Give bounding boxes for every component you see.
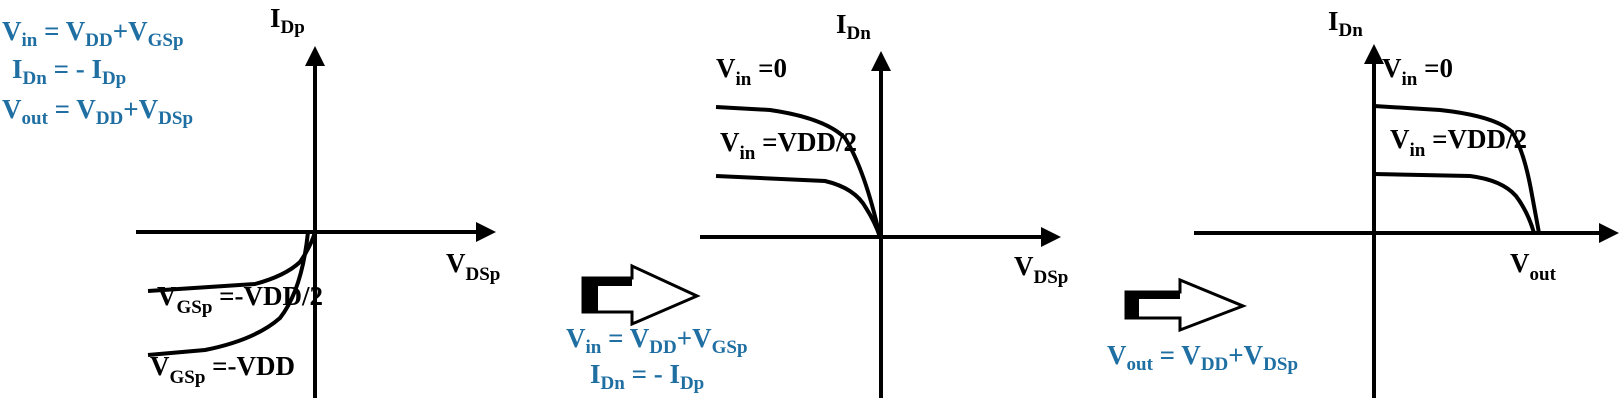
x-axis-label: Vout (1510, 248, 1557, 285)
transition-arrow-1: Vin = VDD+VGSp IDn = - IDp (566, 263, 748, 394)
eq-vout: Vout = VDD+VDSp (2, 94, 193, 129)
curve-label-vin-half: Vin =VDD/2 (720, 127, 857, 164)
curve-vgs-full (147, 231, 310, 357)
curve-vin-zero (1373, 104, 1541, 234)
curve-label-vgs-full: VGSp =-VDD (150, 351, 295, 388)
eq-idn: IDn = - IDp (12, 54, 126, 89)
hollow-arrow-icon (1124, 277, 1248, 333)
arrow-tail-edge (1127, 293, 1180, 299)
eq-idn-transition: IDn = - IDp (590, 359, 704, 394)
panel-pmos-characteristics: Vin = VDD+VGSp IDn = - IDp Vout = VDD+VD… (2, 3, 500, 398)
curve-label-vin-zero: Vin =0 (716, 53, 787, 90)
arrow-tail-block (584, 279, 598, 311)
curve-label-vin-half: Vin =VDD/2 (1390, 124, 1527, 161)
arrow-tail-edge (584, 279, 632, 286)
panel-mirrored-characteristics: IDn VDSp Vin =0 Vin =VDD/2 (700, 9, 1068, 398)
y-axis-label: IDn (836, 9, 871, 44)
curve-vgs-half (147, 231, 317, 293)
y-axis-label: IDp (270, 3, 305, 38)
eq-vout-transition: Vout = VDD+VDSp (1107, 340, 1298, 375)
curve-vin-half (715, 174, 882, 238)
curve-vin-half (1373, 172, 1536, 234)
eq-vin-transition: Vin = VDD+VGSp (566, 323, 748, 358)
x-axis-label: VDSp (1014, 251, 1068, 288)
curve-vin-zero (715, 105, 882, 238)
eq-vin: Vin = VDD+VGSp (2, 16, 184, 51)
hollow-arrow-icon (581, 263, 701, 327)
panel-shifted-characteristics: IDn Vout Vin =0 Vin =VDD/2 (1194, 6, 1619, 398)
transition-arrow-2: Vout = VDD+VDSp (1107, 277, 1298, 375)
curve-label-vgs-half: VGSp =-VDD/2 (157, 281, 323, 318)
curve-label-vin-zero: Vin =0 (1382, 53, 1453, 90)
x-axis-label: VDSp (446, 248, 500, 285)
y-axis-label: IDn (1328, 6, 1363, 41)
